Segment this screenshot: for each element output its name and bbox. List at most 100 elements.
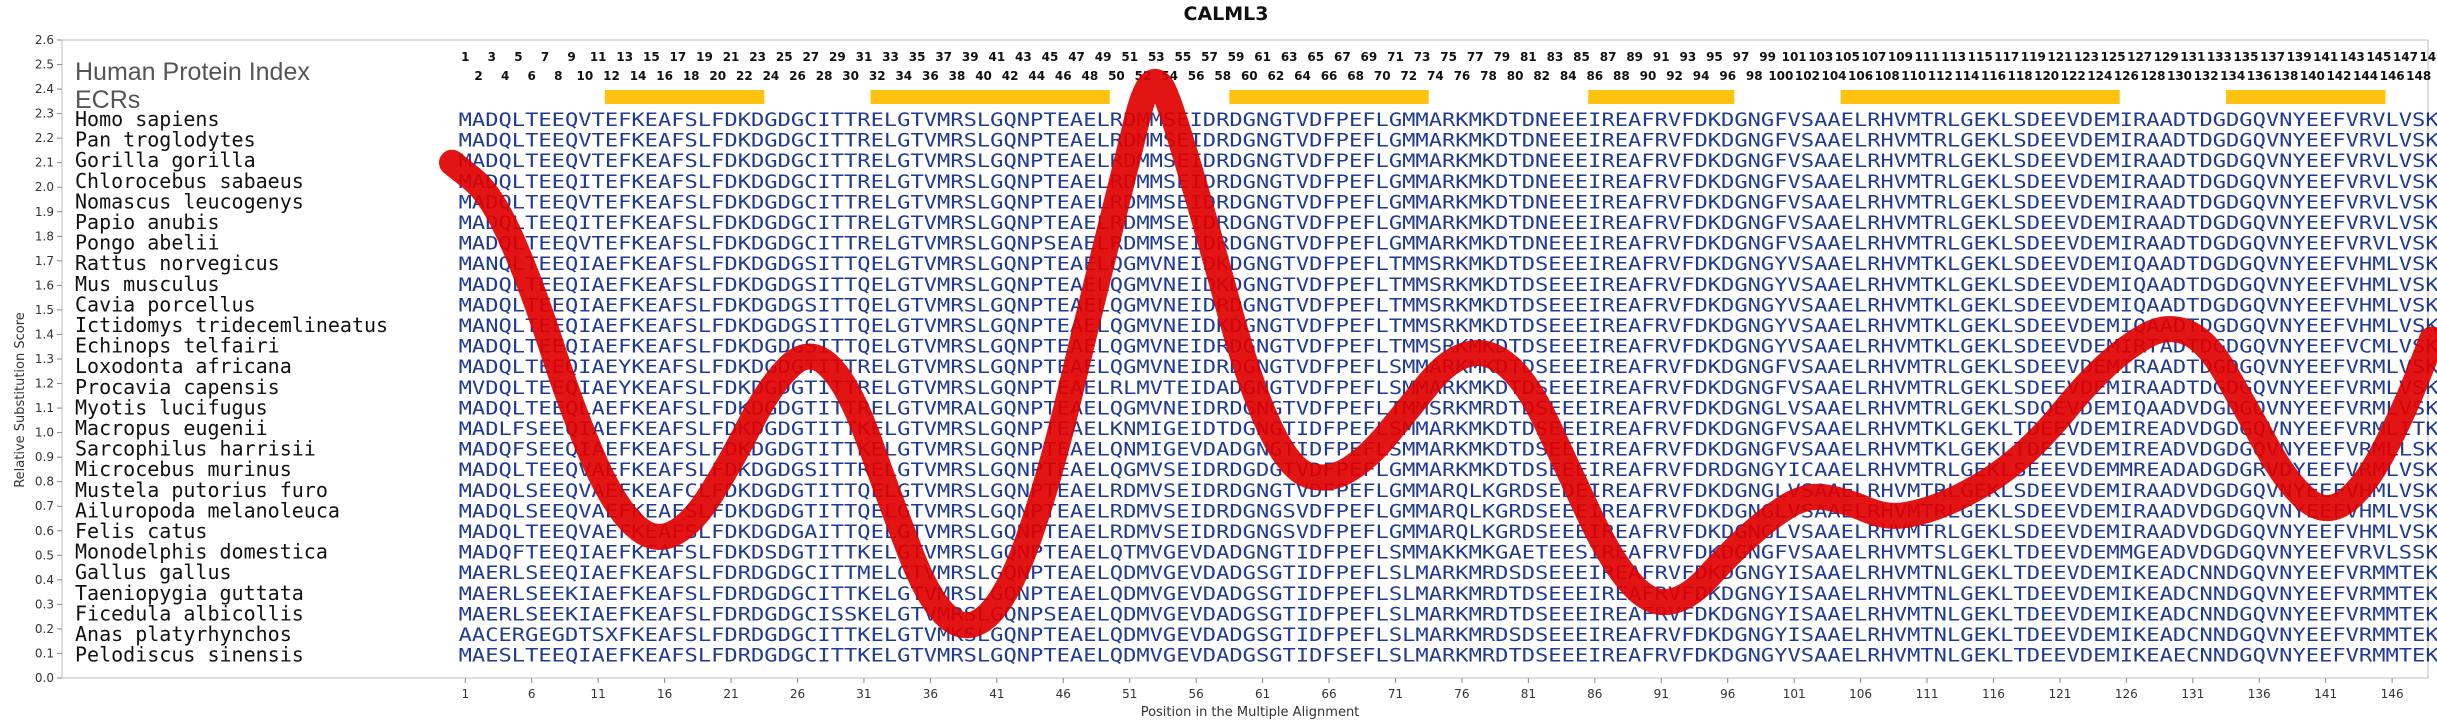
position-number: 3 [488,50,496,64]
species-sequence: MAERLSEEKIAEFKEAFSLFDRDGDGCITTKELGTVMRSL… [459,583,2437,605]
position-number: 139 [2287,50,2312,64]
position-number: 7 [541,50,549,64]
alignment-row: Pongo abelii MADQLTEEQVTEFKEAFSLFDKDGDGCI… [75,231,2437,255]
ecr-bar [1840,90,2120,104]
x-tick-label: 106 [1849,687,1872,701]
position-number: 147 [2393,50,2418,64]
y-tick-label: 0.5 [35,548,54,562]
position-number: 62 [1268,69,1285,83]
position-number: 19 [696,50,713,64]
position-number: 1 [461,50,469,64]
position-number: 149 [2419,50,2437,64]
species-sequence: MADQLTEEQVTEFKEAFSLFDKDGDGCITTRELGTVMRSL… [459,150,2437,172]
position-number: 108 [1875,69,1900,83]
species-sequence: MADQLTEEQIAEFKEAFSLFDKDGDGSITTQELGTVMRSL… [459,336,2437,358]
position-number: 61 [1254,50,1271,64]
alignment-row: Cavia porcellus MADQLTEEQIAEFKEAFSLFDKDGD… [75,292,2437,316]
position-number: 94 [1693,69,1710,83]
alignment-row: Sarcophilus harrisii MADQFSEEQIAEFKEAFSLF… [75,437,2437,461]
position-number: 36 [922,69,939,83]
score-series [439,68,2437,639]
x-tick-label: 71 [1388,687,1403,701]
alignment-row: Pan troglodytes MADQLTEEQVTEFKEAFSLFDKDGD… [75,128,2437,152]
species-name: Macropus eugenii [75,416,268,440]
y-tick-label: 1.8 [35,229,54,243]
x-tick-label: 81 [1521,687,1536,701]
species-name: Cavia porcellus [75,292,256,316]
y-tick-label: 2.4 [35,82,54,96]
position-number: 111 [1915,50,1940,64]
species-sequence: MADQLTEEQVAEFKEAFSLFDKDGDGAITTQELGTVMRSL… [459,521,2437,543]
x-tick-label: 131 [2181,687,2204,701]
position-number: 80 [1507,69,1524,83]
position-number: 43 [1015,50,1032,64]
position-number: 113 [1941,50,1966,64]
species-name: Pongo abelii [75,231,220,255]
position-number: 35 [909,50,926,64]
header-protein-index: Human Protein Index [75,58,310,86]
position-number: 47 [1068,50,1085,64]
alignment-row: Ictidomys tridecemlineatus MANQLTEEQIAEFK… [75,313,2437,337]
position-number: 95 [1706,50,1723,64]
x-tick-label: 61 [1255,687,1270,701]
position-number: 75 [1440,50,1457,64]
position-number: 106 [1848,69,1873,83]
position-number: 31 [856,50,873,64]
position-number: 33 [882,50,899,64]
x-tick-label: 21 [723,687,738,701]
position-number: 102 [1795,69,1820,83]
alignment-row: Felis catus MADQLTEEQVAEFKEAFSLFDKDGDGAIT… [75,519,2437,543]
position-number: 117 [1994,50,2019,64]
position-number: 119 [2021,50,2046,64]
position-number: 103 [1808,50,1833,64]
species-name: Procavia capensis [75,375,280,399]
position-number: 58 [1214,69,1231,83]
x-tick-label: 116 [1982,687,2005,701]
alignment-row: Mus musculus MADQLTEEQIAEFKEAFSLFDKDGDGSI… [75,272,2437,296]
species-name: Mus musculus [75,272,220,296]
species-name: Rattus norvegicus [75,251,280,275]
x-tick-label: 46 [1056,687,1071,701]
position-number: 73 [1414,50,1431,64]
alignment-row: Procavia capensis MVDQLTEEQIAEYKEAFSLFDKD… [75,375,2437,399]
position-number: 148 [2406,69,2431,83]
y-tick-label: 1.5 [35,303,54,317]
y-axis-ticks: 0.0 0.1 0.2 0.3 0.4 0.5 0.6 0.7 0.8 0.9 1.0 1.1 1.2 1… [35,33,62,685]
x-tick-label: 91 [1654,687,1669,701]
species-sequence: MANQLTEEQIAEFKEAFSLFDKDGDGSITTQELGTVMRSL… [459,315,2437,337]
position-number: 60 [1241,69,1258,83]
position-number: 53 [1148,50,1165,64]
position-number: 41 [988,50,1005,64]
species-name: Taeniopygia guttata [75,581,304,605]
y-tick-label: 2.5 [35,58,54,72]
position-number: 105 [1835,50,1860,64]
position-number: 20 [709,69,726,83]
y-tick-label: 0.8 [35,475,54,489]
species-sequence: MADQLTEEQITEFKEAFSLFDKDGDGCITTRELGTVMRSL… [459,212,2437,234]
species-sequence: MAERLSEEKIAEFKEAFSLFDRDGDGCISSKELGTVMRSL… [459,603,2437,625]
y-tick-label: 1.3 [35,352,54,366]
x-tick-label: 101 [1783,687,1806,701]
species-sequence: MADQLTEEQVTEFKEAFSLFDKDGDGCITTRELGTVMRSL… [459,233,2437,255]
position-number: 64 [1294,69,1311,83]
species-sequence: MADQLTEEQVTEFKEAFSLFDKDGDGCITTRELGTVMRSL… [459,109,2437,131]
x-tick-label: 11 [591,687,606,701]
position-number: 76 [1454,69,1471,83]
position-number: 85 [1573,50,1590,64]
y-tick-label: 0.9 [35,450,54,464]
position-number: 86 [1586,69,1603,83]
position-number: 46 [1055,69,1072,83]
position-number: 70 [1374,69,1391,83]
position-number: 59 [1228,50,1245,64]
x-tick-label: 76 [1454,687,1469,701]
alignment-row: Gorilla gorilla MADQLTEEQVTEFKEAFSLFDKDGD… [75,148,2437,172]
position-number: 51 [1121,50,1138,64]
position-number: 77 [1467,50,1484,64]
ecr-bar [2226,90,2386,104]
human-protein-index-bottom: 2 4 6 8 10 12 14 16 18 20 22 24 26 28 30 32 34 36 38 40 42 44… [474,69,2431,83]
position-number: 144 [2353,69,2378,83]
x-axis-label: Position in the Multiple Alignment [1141,705,1360,720]
position-number: 96 [1719,69,1736,83]
position-number: 93 [1679,50,1696,64]
x-tick-label: 141 [2314,687,2337,701]
